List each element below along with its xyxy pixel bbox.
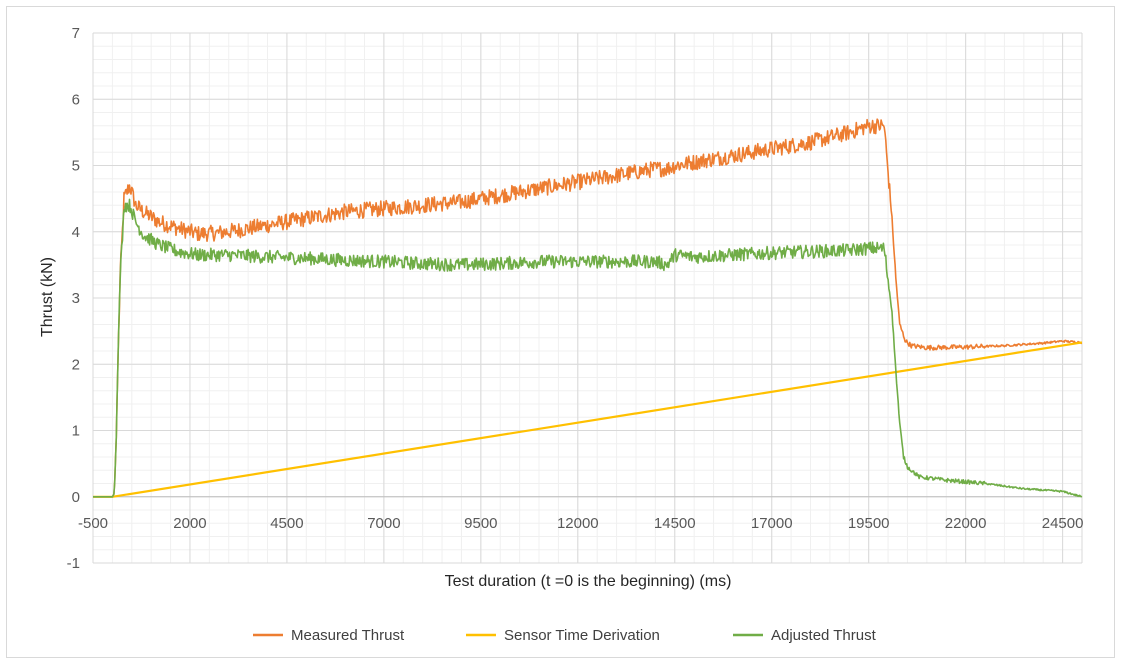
- x-tick-label: 4500: [270, 515, 303, 532]
- y-tick-label: 7: [72, 25, 80, 42]
- x-tick-label: 9500: [464, 515, 497, 532]
- y-tick-label: 1: [72, 423, 80, 440]
- y-tick-label: 3: [72, 290, 80, 307]
- x-tick-label: -500: [78, 515, 108, 532]
- x-tick-label: 2000: [173, 515, 206, 532]
- legend: Measured Thrust Sensor Time Derivation Adj…: [253, 627, 877, 644]
- legend-item-measured-thrust: Measured Thrust: [253, 627, 405, 644]
- y-tick-labels: -1 0 1 2 3 4 5 6 7: [67, 25, 80, 572]
- y-tick-label: 5: [72, 158, 80, 175]
- legend-label: Measured Thrust: [291, 627, 405, 644]
- x-tick-label: 12000: [557, 515, 599, 532]
- legend-label: Adjusted Thrust: [771, 627, 877, 644]
- y-tick-label: -1: [67, 555, 80, 572]
- x-axis-title: Test duration (t =0 is the beginning) (m…: [445, 573, 732, 590]
- x-tick-label: 17000: [751, 515, 793, 532]
- y-tick-label: 6: [72, 91, 80, 108]
- y-axis-title: Thrust (kN): [39, 257, 56, 337]
- x-tick-label: 24500: [1042, 515, 1084, 532]
- legend-item-adjusted-thrust: Adjusted Thrust: [733, 627, 877, 644]
- legend-label: Sensor Time Derivation: [504, 627, 660, 644]
- legend-item-sensor-time-derivation: Sensor Time Derivation: [466, 627, 660, 644]
- x-tick-label: 14500: [654, 515, 696, 532]
- series-line-sensor-time-derivation: [93, 341, 1083, 498]
- major-gridlines: [92, 32, 1083, 564]
- y-tick-label: 4: [72, 224, 80, 241]
- x-tick-labels: -500 2000 4500 7000 9500 12000 14500 17000 19500…: [78, 515, 1083, 532]
- x-tick-label: 7000: [367, 515, 400, 532]
- series-layer: [93, 118, 1083, 498]
- x-tick-label: 22000: [945, 515, 987, 532]
- x-tick-label: 19500: [848, 515, 890, 532]
- y-tick-label: 2: [72, 356, 80, 373]
- series-line-measured-thrust: [93, 118, 1082, 498]
- series-line-adjusted-thrust: [93, 198, 1083, 498]
- y-tick-label: 0: [72, 489, 80, 506]
